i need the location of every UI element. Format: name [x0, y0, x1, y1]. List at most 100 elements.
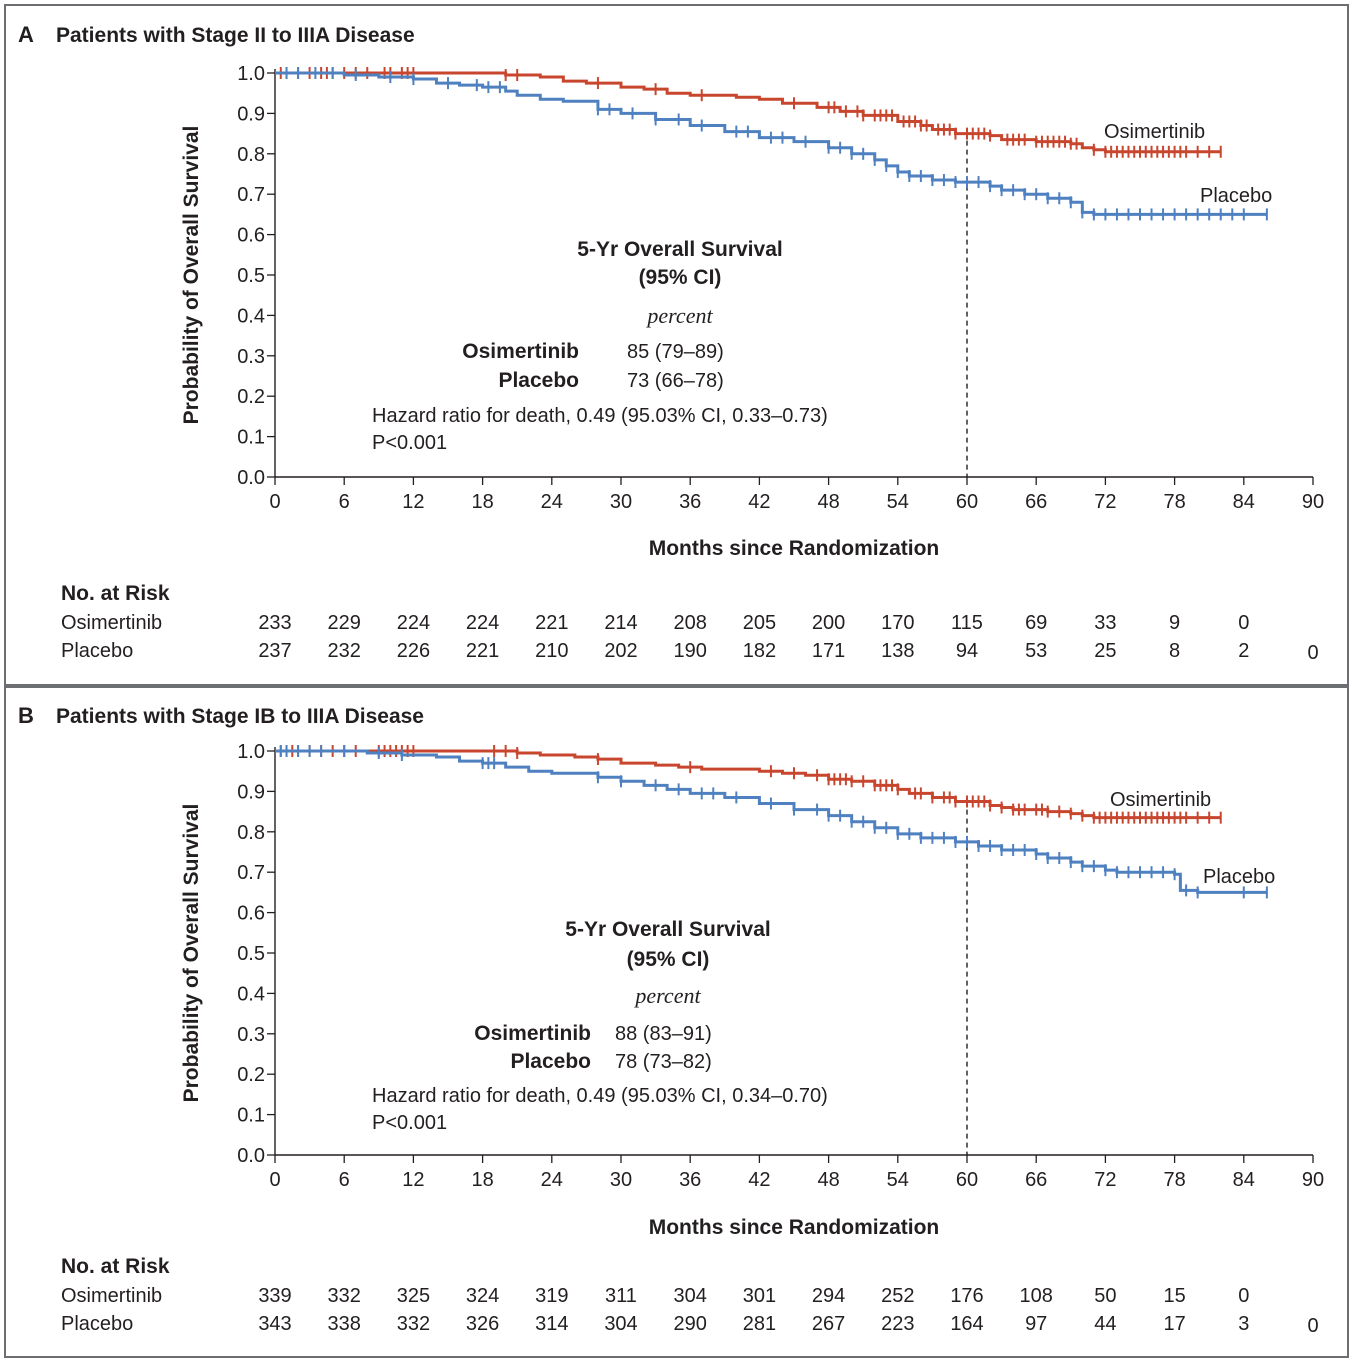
y-tick-label: 0.1: [237, 1105, 265, 1127]
risk-count: 0: [1307, 642, 1318, 664]
x-tick-label: 72: [1094, 491, 1116, 513]
x-tick-label: 6: [339, 1169, 350, 1191]
risk-count: 53: [1025, 640, 1047, 662]
risk-count: 233: [258, 612, 291, 634]
panel-letter: A: [18, 22, 34, 47]
risk-count: 44: [1094, 1313, 1116, 1335]
y-tick-label: 0.6: [237, 225, 265, 247]
risk-count: 170: [881, 612, 914, 634]
risk-count: 338: [328, 1313, 361, 1335]
placebo-curve-label: Placebo: [1200, 185, 1272, 207]
summary-row-label: Osimertinib: [474, 1022, 591, 1045]
panel-title: Patients with Stage IB to IIIA Disease: [56, 705, 424, 728]
summary-row-value: 88 (83–91): [615, 1023, 712, 1045]
risk-count: 281: [743, 1313, 776, 1335]
risk-table-title: No. at Risk: [61, 1255, 170, 1278]
x-tick-label: 90: [1302, 491, 1324, 513]
x-tick-label: 30: [610, 491, 632, 513]
y-tick-label: 0.9: [237, 103, 265, 125]
summary-subheading: (95% CI): [627, 948, 710, 971]
x-tick-label: 54: [887, 491, 909, 513]
risk-count: 182: [743, 640, 776, 662]
summary-unit: percent: [633, 983, 701, 1008]
hazard-ratio-text: Hazard ratio for death, 0.49 (95.03% CI,…: [372, 1085, 828, 1107]
osimertinib-survival-curve: [275, 71, 1221, 154]
p-value-text: P<0.001: [372, 432, 447, 454]
risk-count: 210: [535, 640, 568, 662]
risk-count: 9: [1169, 612, 1180, 634]
x-tick-label: 42: [748, 491, 770, 513]
x-tick-label: 72: [1094, 1169, 1116, 1191]
y-tick-label: 0.5: [237, 265, 265, 287]
risk-count: 171: [812, 640, 845, 662]
risk-count: 25: [1094, 640, 1116, 662]
risk-count: 8: [1169, 640, 1180, 662]
x-tick-label: 24: [541, 491, 563, 513]
x-tick-label: 60: [956, 491, 978, 513]
risk-count: 314: [535, 1313, 568, 1335]
summary-heading: 5-Yr Overall Survival: [565, 918, 770, 941]
risk-count: 2: [1238, 640, 1249, 662]
risk-count: 205: [743, 612, 776, 634]
risk-count: 304: [604, 1313, 637, 1335]
x-tick-label: 0: [269, 1169, 280, 1191]
risk-count: 50: [1094, 1285, 1116, 1307]
y-tick-label: 0.0: [237, 467, 265, 489]
risk-count: 214: [604, 612, 637, 634]
y-tick-label: 0.4: [237, 983, 265, 1005]
x-axis-label: Months since Randomization: [649, 537, 940, 560]
osimertinib-survival-curve: [275, 749, 1221, 820]
y-tick-label: 0.3: [237, 346, 265, 368]
risk-count: 221: [466, 640, 499, 662]
risk-count: 176: [950, 1285, 983, 1307]
risk-count: 190: [674, 640, 707, 662]
panel-letter: B: [18, 703, 34, 728]
risk-count: 94: [956, 640, 978, 662]
osimertinib-curve-label: Osimertinib: [1104, 121, 1205, 143]
y-tick-label: 0.9: [237, 781, 265, 803]
risk-count: 15: [1163, 1285, 1185, 1307]
summary-row-label: Placebo: [510, 1050, 591, 1073]
y-tick-label: 0.7: [237, 862, 265, 884]
y-tick-label: 1.0: [237, 741, 265, 763]
risk-count: 294: [812, 1285, 845, 1307]
risk-count: 208: [674, 612, 707, 634]
y-tick-label: 0.0: [237, 1145, 265, 1167]
risk-count: 0: [1307, 1315, 1318, 1337]
risk-count: 326: [466, 1313, 499, 1335]
x-tick-label: 36: [679, 1169, 701, 1191]
risk-count: 223: [881, 1313, 914, 1335]
x-tick-label: 60: [956, 1169, 978, 1191]
y-tick-label: 0.8: [237, 822, 265, 844]
summary-row-value: 73 (66–78): [627, 370, 724, 392]
x-tick-label: 18: [471, 1169, 493, 1191]
risk-count: 324: [466, 1285, 499, 1307]
x-tick-label: 30: [610, 1169, 632, 1191]
risk-count: 226: [397, 640, 430, 662]
summary-unit: percent: [645, 303, 713, 328]
placebo-survival-curve: [275, 71, 1267, 216]
panel-b-chart: B Patients with Stage IB to IIIA Disease 0…: [18, 703, 1324, 1337]
x-tick-label: 84: [1233, 491, 1255, 513]
risk-count: 0: [1238, 612, 1249, 634]
risk-count: 3: [1238, 1313, 1249, 1335]
risk-count: 229: [328, 612, 361, 634]
risk-count: 290: [674, 1313, 707, 1335]
risk-count: 325: [397, 1285, 430, 1307]
risk-count: 319: [535, 1285, 568, 1307]
risk-count: 202: [604, 640, 637, 662]
panel-title: Patients with Stage II to IIIA Disease: [56, 24, 415, 47]
summary-row-value: 78 (73–82): [615, 1051, 712, 1073]
x-tick-label: 24: [541, 1169, 563, 1191]
x-tick-label: 12: [402, 1169, 424, 1191]
y-tick-label: 0.8: [237, 144, 265, 166]
risk-table-title: No. at Risk: [61, 582, 170, 605]
risk-count: 221: [535, 612, 568, 634]
risk-count: 115: [951, 612, 983, 634]
y-tick-label: 0.2: [237, 386, 265, 408]
risk-count: 237: [258, 640, 291, 662]
summary-subheading: (95% CI): [639, 266, 722, 289]
risk-count: 224: [466, 612, 499, 634]
x-tick-label: 66: [1025, 491, 1047, 513]
risk-row-label: Placebo: [61, 1313, 133, 1335]
